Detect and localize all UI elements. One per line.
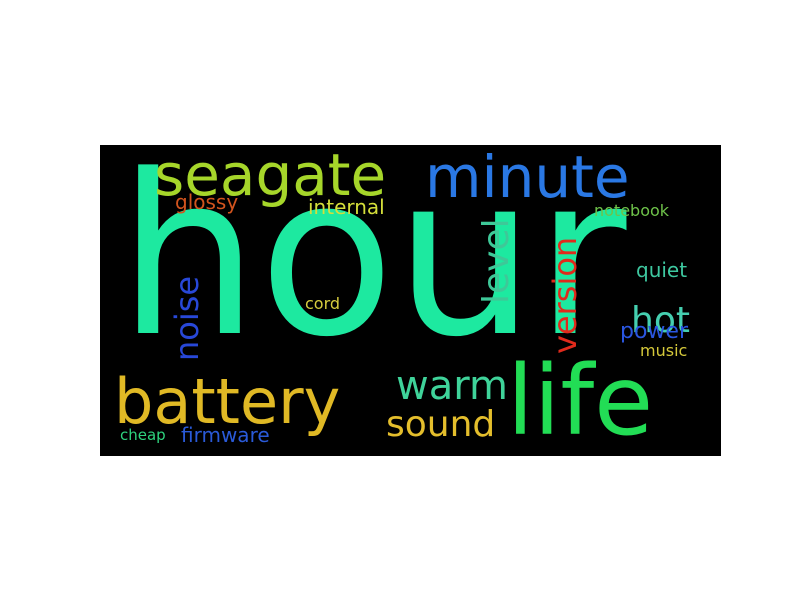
word-hour: hour (118, 145, 627, 386)
word-firmware: firmware (181, 423, 270, 447)
word-notebook: notebook (594, 201, 670, 220)
word-power: power (620, 319, 688, 344)
word-seagate: seagate (154, 145, 387, 209)
word-life: life (507, 345, 654, 456)
word-hot: hot (631, 300, 690, 341)
word-minute: minute (425, 145, 630, 211)
word-glossy: glossy (175, 190, 239, 214)
word-sound: sound (386, 404, 496, 445)
word-cord: cord (305, 294, 341, 313)
word-battery: battery (114, 365, 341, 438)
word-level: level (476, 218, 517, 304)
word-cloud: hour seagate minute glossy internal note… (100, 145, 721, 456)
word-cheap: cheap (120, 426, 166, 444)
word-internal: internal (308, 195, 385, 219)
word-noise: noise (168, 275, 206, 361)
word-version: version (546, 236, 584, 354)
word-quiet: quiet (636, 258, 688, 282)
word-warm: warm (396, 363, 508, 409)
word-music: music (640, 341, 688, 360)
